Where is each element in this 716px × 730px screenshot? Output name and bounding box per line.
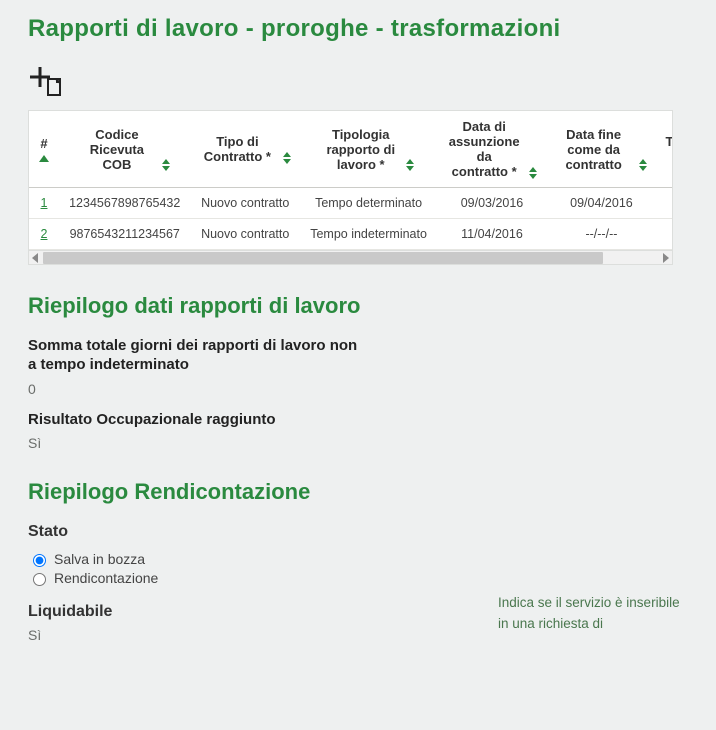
liquidabile-help-text: Indica se il servizio è inseribile in un… xyxy=(498,589,688,634)
col-data-fine-label: Data fine come da contratto xyxy=(556,127,631,172)
col-codice[interactable]: Codice Ricevuta COB xyxy=(59,111,190,188)
radio-bozza-label: Salva in bozza xyxy=(54,551,145,567)
cell-tipologia: Tempo determinato xyxy=(300,188,437,219)
section-riepilogo-dati: Riepilogo dati rapporti di lavoro xyxy=(28,293,688,319)
somma-label: Somma totale giorni dei rapporti di lavo… xyxy=(28,337,358,375)
col-tipo-contratto[interactable]: Tipo di Contratto * xyxy=(190,111,299,188)
risultato-value: Sì xyxy=(28,435,688,451)
cell-tot-gio: 3 xyxy=(656,188,673,219)
liquidabile-label: Liquidabile xyxy=(28,603,458,621)
col-tipologia-label: Tipologia rapporto di lavoro * xyxy=(323,127,398,172)
cell-codice: 9876543211234567 xyxy=(59,219,190,250)
sort-icon xyxy=(162,159,170,171)
col-data-fine[interactable]: Data fine come da contratto xyxy=(547,111,656,188)
scroll-thumb[interactable] xyxy=(43,252,603,264)
horizontal-scrollbar[interactable] xyxy=(28,251,673,265)
col-tipo-contratto-label: Tipo di Contratto * xyxy=(200,134,275,164)
scroll-left-icon xyxy=(32,253,38,263)
table-row: 1 1234567898765432 Nuovo contratto Tempo… xyxy=(29,188,673,219)
row-index-link[interactable]: 1 xyxy=(29,188,59,219)
cell-tipo-contratto: Nuovo contratto xyxy=(190,219,299,250)
radio-bozza[interactable]: Salva in bozza xyxy=(28,551,688,567)
row-index-link[interactable]: 2 xyxy=(29,219,59,250)
col-codice-label: Codice Ricevuta COB xyxy=(79,127,154,172)
radio-rendicontazione-input[interactable] xyxy=(33,573,46,586)
cell-data-fine: --/--/-- xyxy=(547,219,656,250)
col-index[interactable]: # xyxy=(29,111,59,188)
section-riepilogo-rend: Riepilogo Rendicontazione xyxy=(28,479,688,505)
col-data-assunzione-label: Data di assunzione da contratto * xyxy=(447,119,522,179)
col-tot-gio[interactable]: Tot gio rapp di la xyxy=(656,111,673,188)
table-row: 2 9876543211234567 Nuovo contratto Tempo… xyxy=(29,219,673,250)
scroll-right-icon xyxy=(663,253,669,263)
somma-value: 0 xyxy=(28,381,688,397)
sort-icon xyxy=(283,152,291,164)
sort-icon xyxy=(639,159,647,171)
cell-tipologia: Tempo indeterminato xyxy=(300,219,437,250)
cell-data-assunzione: 11/04/2016 xyxy=(437,219,546,250)
cell-tipo-contratto: Nuovo contratto xyxy=(190,188,299,219)
cell-tot-gio: 0 xyxy=(656,219,673,250)
cell-data-fine: 09/04/2016 xyxy=(547,188,656,219)
cell-data-assunzione: 09/03/2016 xyxy=(437,188,546,219)
sort-icon xyxy=(406,159,414,171)
sort-asc-icon xyxy=(39,155,49,162)
contracts-table: # Codice Ricevuta COB Tipo di Contratto … xyxy=(28,110,673,251)
radio-rendicontazione-label: Rendicontazione xyxy=(54,570,158,586)
col-tot-gio-label: Tot gio rapp di la xyxy=(665,134,673,164)
radio-bozza-input[interactable] xyxy=(33,554,46,567)
cell-codice: 1234567898765432 xyxy=(59,188,190,219)
col-tipologia[interactable]: Tipologia rapporto di lavoro * xyxy=(300,111,437,188)
radio-rendicontazione[interactable]: Rendicontazione xyxy=(28,570,688,586)
col-data-assunzione[interactable]: Data di assunzione da contratto * xyxy=(437,111,546,188)
liquidabile-value: Sì xyxy=(28,627,458,643)
risultato-label: Risultato Occupazionale raggiunto xyxy=(28,411,358,430)
stato-label: Stato xyxy=(28,523,688,541)
page-title: Rapporti di lavoro - proroghe - trasform… xyxy=(28,15,688,43)
add-row-button[interactable] xyxy=(28,65,62,102)
sort-icon xyxy=(529,167,537,179)
col-index-label: # xyxy=(40,136,47,151)
